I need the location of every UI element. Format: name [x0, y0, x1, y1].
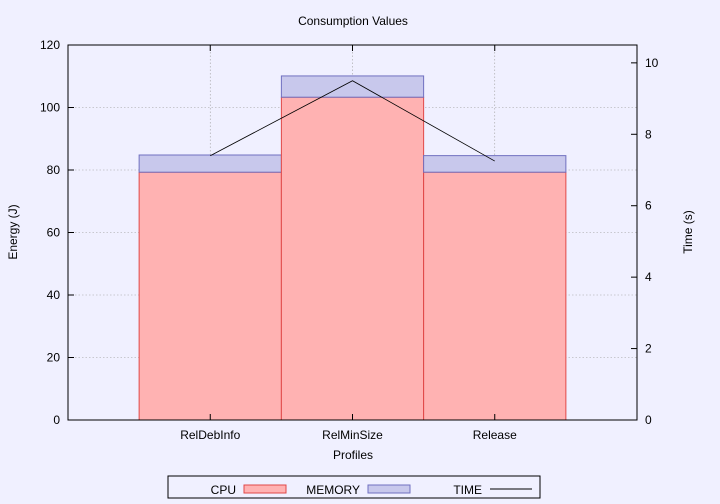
- x-axis-label: Profiles: [333, 448, 373, 462]
- y-tick-label: 100: [40, 101, 60, 115]
- time-line-layer: [210, 80, 495, 162]
- line-time: [210, 80, 495, 162]
- y-axis-label: Energy (J): [6, 204, 20, 259]
- y-tick-label: 60: [47, 226, 61, 240]
- legend-label-time: TIME: [453, 483, 482, 497]
- y-tick-label: 40: [47, 288, 61, 302]
- x-tick-label: Release: [473, 428, 517, 442]
- y-tick-label: 0: [53, 413, 60, 427]
- y-tick-label: 120: [40, 38, 60, 52]
- x-tick-label: RelDebInfo: [180, 428, 240, 442]
- bar-memory: [280, 75, 425, 98]
- y2-tick-label: 10: [645, 56, 659, 70]
- y2-tick-label: 2: [645, 342, 652, 356]
- legend: CPU MEMORY TIME: [167, 475, 541, 499]
- y2-axis-label: Time (s): [681, 210, 695, 254]
- bar-cpu: [280, 96, 425, 421]
- bar-cpu: [138, 171, 282, 421]
- y-tick-label: 80: [47, 163, 61, 177]
- chart-title: Consumption Values: [298, 14, 408, 28]
- y2-tick-label: 4: [645, 270, 652, 284]
- y2-tick-label: 8: [645, 127, 652, 141]
- legend-label-memory: MEMORY: [306, 483, 360, 497]
- x-tick-label: RelMinSize: [322, 428, 383, 442]
- axis-ticks: 0 20 40 60 80 100 120 0 2 4 6 8 10 RelDebInfo RelMinSi…: [40, 38, 659, 442]
- bar-memory: [138, 154, 282, 173]
- legend-box: [167, 475, 541, 499]
- y2-tick-label: 6: [645, 199, 652, 213]
- bar-cpu: [423, 171, 567, 421]
- legend-swatch-memory: [367, 484, 411, 494]
- bar-memory: [423, 155, 567, 173]
- legend-swatch-cpu: [243, 484, 287, 494]
- legend-label-cpu: CPU: [211, 483, 236, 497]
- bars: [138, 75, 567, 421]
- y2-tick-label: 0: [645, 413, 652, 427]
- y-tick-label: 20: [47, 351, 61, 365]
